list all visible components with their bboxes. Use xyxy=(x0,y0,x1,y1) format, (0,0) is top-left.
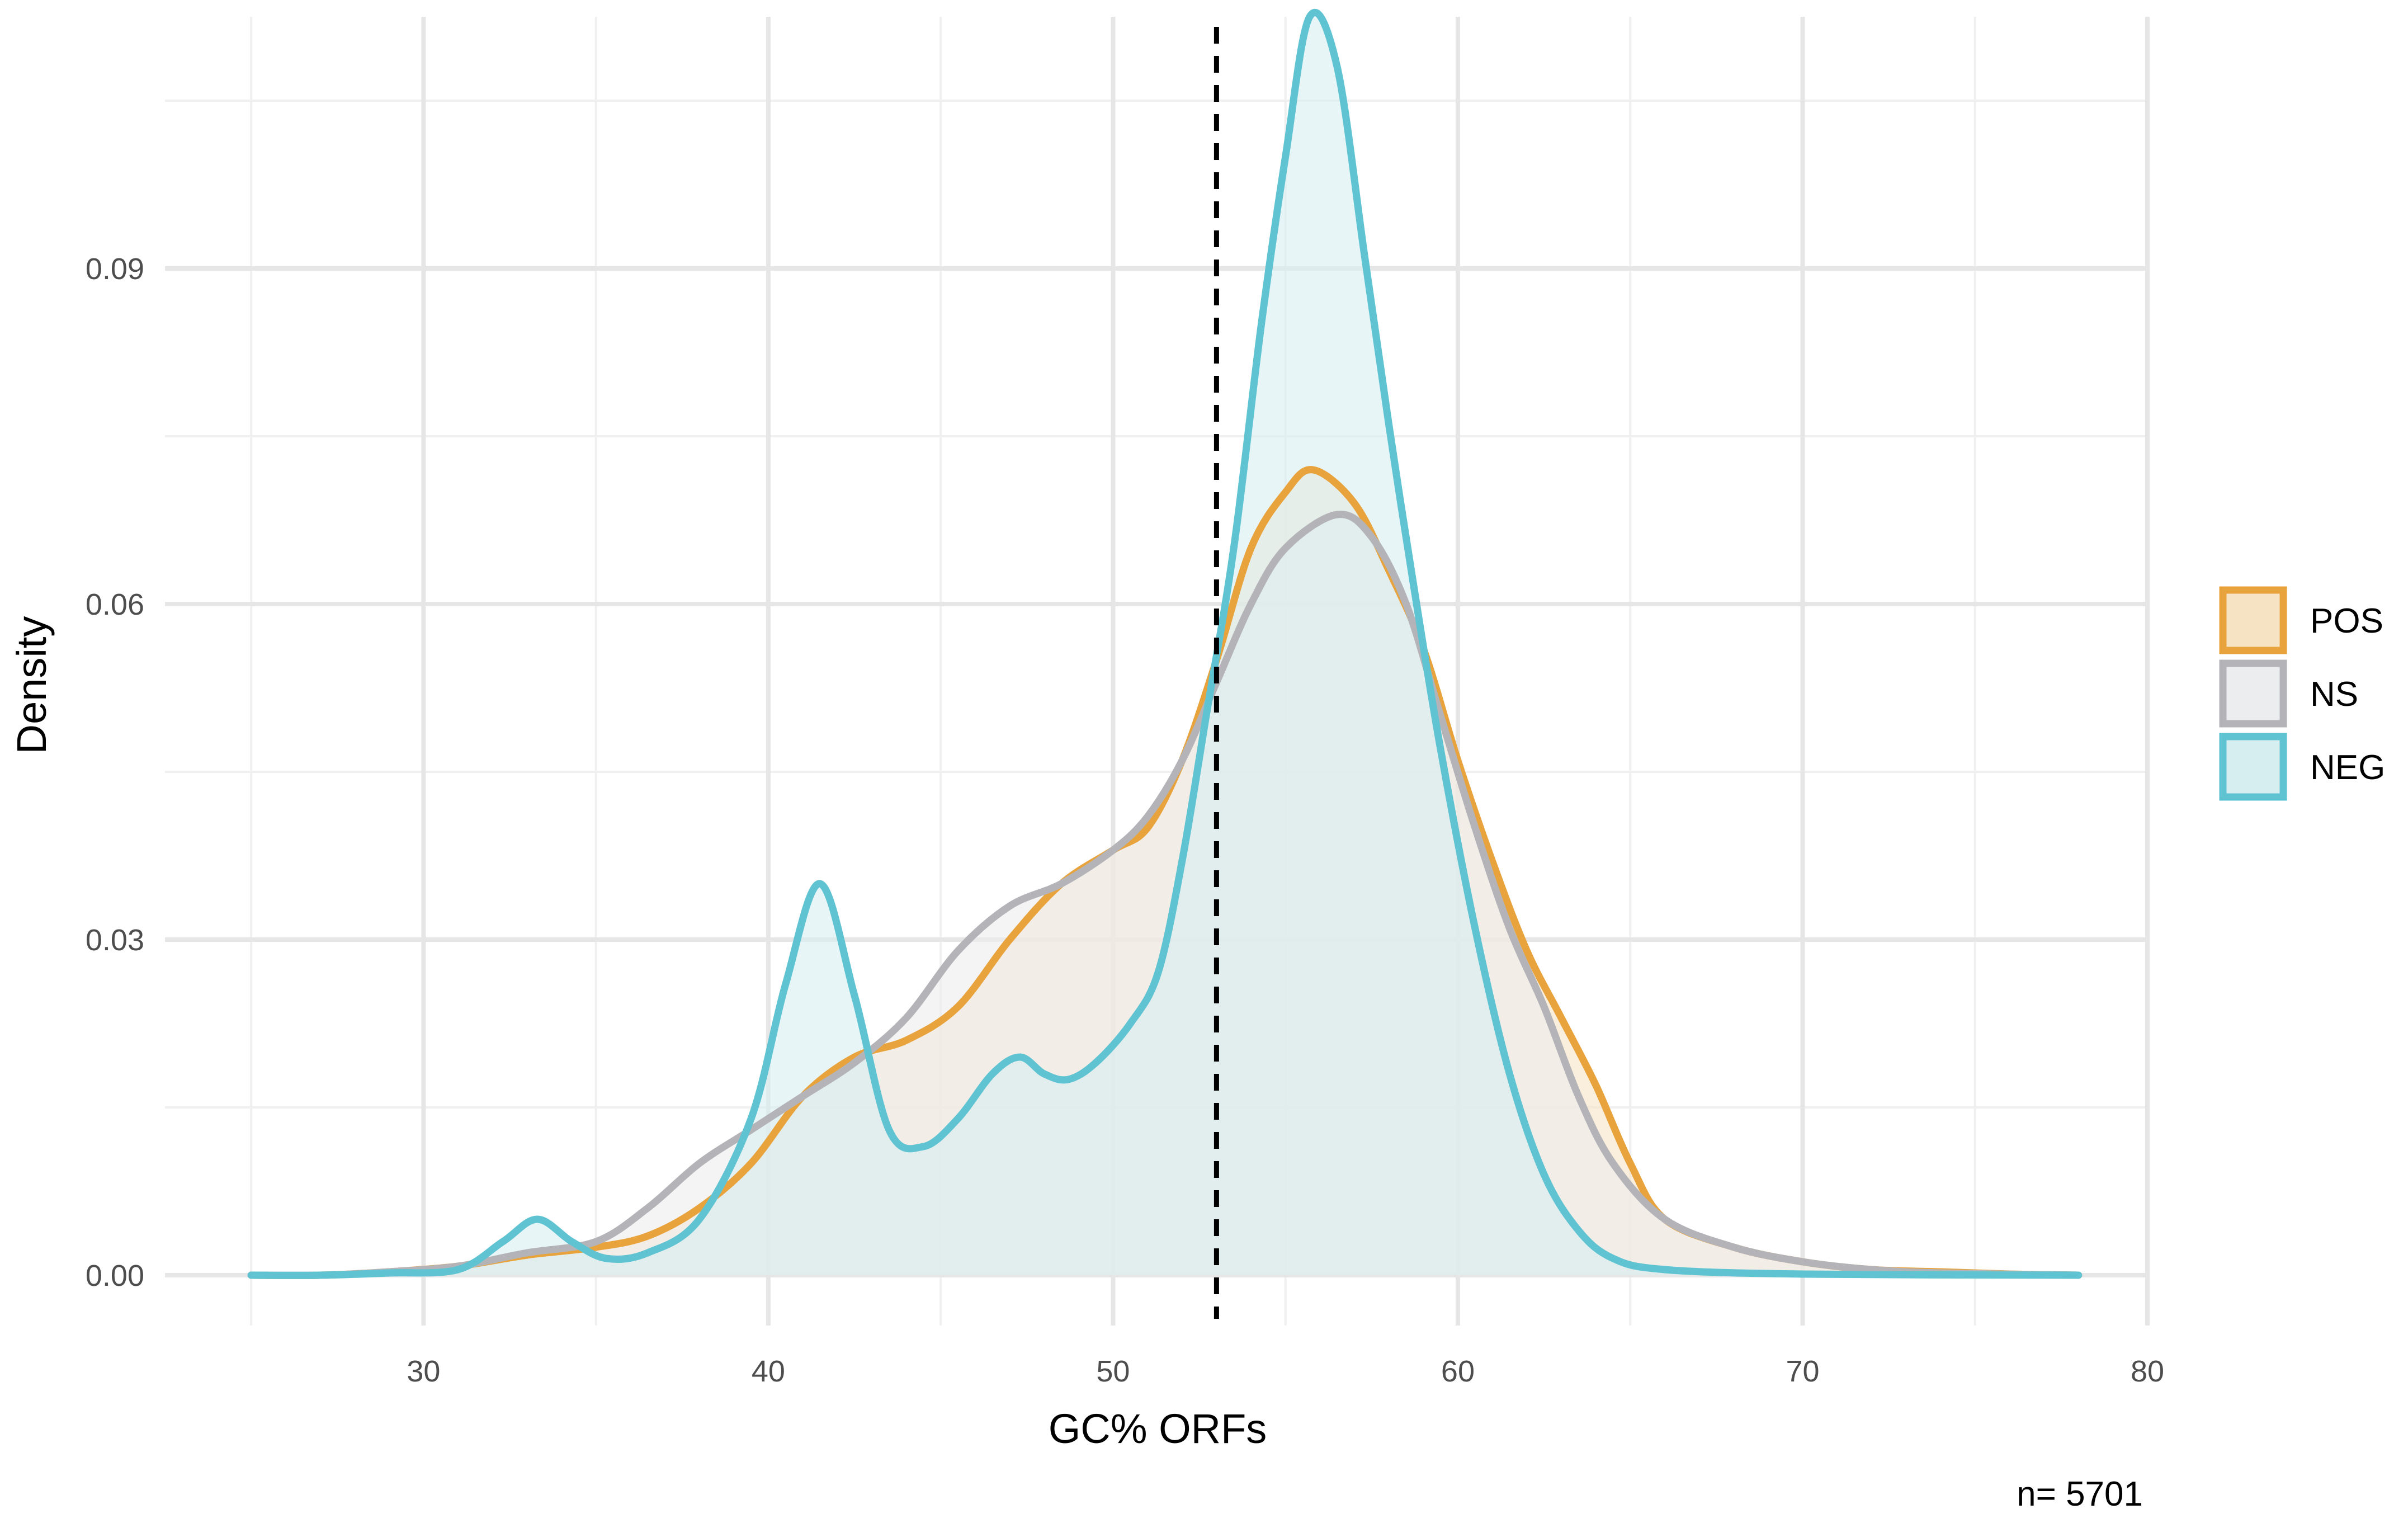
y-tick-label: 0.00 xyxy=(86,1259,144,1293)
legend-label-ns: NS xyxy=(2310,675,2358,714)
x-tick-label: 80 xyxy=(2131,1355,2164,1388)
x-tick-label: 40 xyxy=(752,1355,785,1388)
y-axis-tick-labels: 0.00 0.03 0.06 0.09 xyxy=(86,252,144,1293)
density-areas xyxy=(251,12,2079,1276)
density-line-neg xyxy=(247,8,2083,1279)
x-axis-title: GC% ORFs xyxy=(1049,1406,1267,1452)
legend-label-pos: POS xyxy=(2310,602,2383,640)
legend: POS NS NEG xyxy=(2219,586,2385,801)
y-axis-title: Density xyxy=(8,616,55,754)
legend-key-ns xyxy=(2219,659,2287,728)
x-tick-label: 30 xyxy=(407,1355,440,1388)
y-tick-label: 0.09 xyxy=(86,252,144,286)
x-tick-label: 70 xyxy=(1786,1355,1819,1388)
legend-label-neg: NEG xyxy=(2310,748,2385,787)
legend-key-neg xyxy=(2219,733,2287,801)
density-lines xyxy=(247,8,2083,1279)
density-area-ns xyxy=(251,514,2079,1276)
legend-key-pos xyxy=(2219,586,2287,654)
y-tick-label: 0.03 xyxy=(86,923,144,957)
major-gridlines xyxy=(165,17,2150,1326)
density-area-neg xyxy=(251,12,2079,1276)
y-tick-label: 0.06 xyxy=(86,588,144,621)
x-tick-label: 60 xyxy=(1441,1355,1475,1388)
x-tick-label: 50 xyxy=(1096,1355,1130,1388)
sample-size-caption: n= 5701 xyxy=(2017,1475,2143,1513)
x-axis-tick-labels: 30 40 50 60 70 80 xyxy=(407,1355,2164,1388)
density-line-ns xyxy=(247,511,2083,1279)
